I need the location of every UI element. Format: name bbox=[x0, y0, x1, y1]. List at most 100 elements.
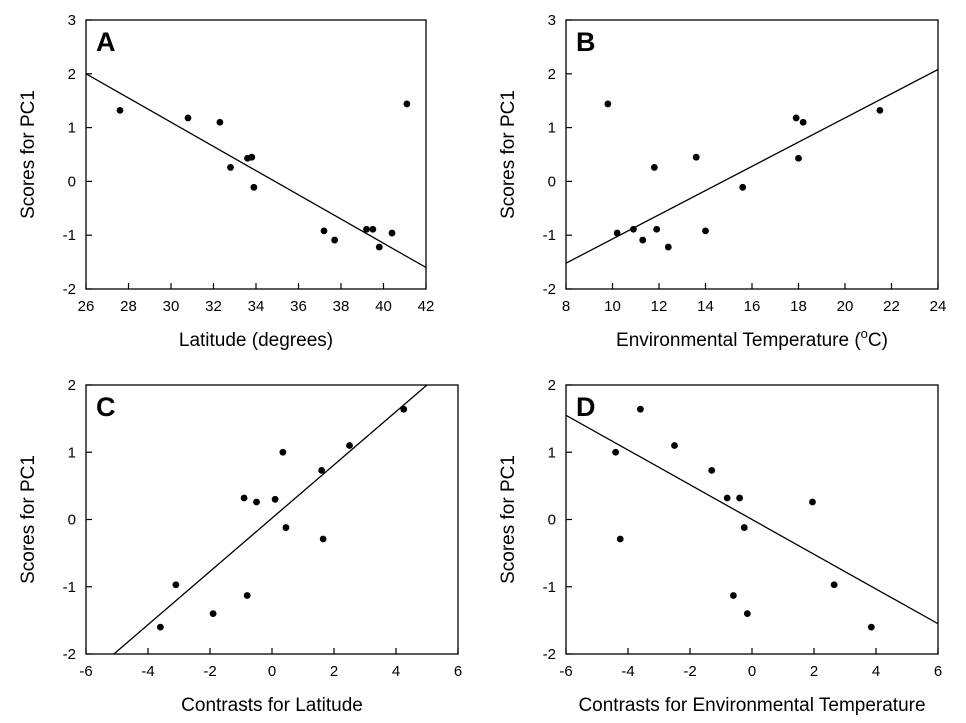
y-tick-label: -2 bbox=[543, 281, 556, 298]
x-axis-label-text: Latitude (degrees) bbox=[179, 330, 333, 351]
data-point bbox=[730, 592, 737, 599]
data-point bbox=[650, 164, 658, 171]
x-tick-label: 6 bbox=[934, 663, 942, 680]
x-tick-label: 22 bbox=[883, 298, 900, 315]
x-tick-label: -4 bbox=[621, 663, 634, 680]
panel-letter: C bbox=[96, 392, 116, 422]
data-point bbox=[403, 100, 411, 108]
data-point bbox=[630, 225, 637, 233]
panel-letter: B bbox=[576, 27, 596, 57]
x-tick-label: 28 bbox=[120, 298, 137, 315]
panel-b: 8 10 12 14 16 18 20 22 24-2-10123BEnvironmental … bbox=[498, 12, 946, 351]
data-point bbox=[671, 442, 678, 449]
data-point bbox=[604, 100, 612, 108]
y-tick-label: 3 bbox=[548, 12, 556, 29]
x-axis-label-suffix: C) bbox=[868, 330, 888, 351]
data-point bbox=[613, 229, 621, 237]
y-tick-label: 0 bbox=[548, 512, 556, 529]
y-tick-label: 1 bbox=[548, 120, 556, 137]
x-tick-label: 24 bbox=[930, 298, 947, 315]
data-point bbox=[639, 236, 647, 244]
y-axis-label: Scores for PC1 bbox=[498, 90, 519, 219]
x-tick-label: 30 bbox=[163, 298, 180, 315]
data-point bbox=[184, 114, 192, 122]
x-tick-label: 4 bbox=[872, 663, 880, 680]
x-tick-label: 4 bbox=[392, 663, 400, 680]
y-tick-label: 0 bbox=[548, 173, 556, 190]
y-tick-label: -1 bbox=[543, 579, 556, 596]
regression-line bbox=[566, 414, 938, 625]
x-tick-label: 34 bbox=[248, 298, 265, 315]
y-tick-label: -1 bbox=[63, 579, 76, 596]
data-point bbox=[243, 592, 251, 599]
y-axis-label: Scores for PC1 bbox=[18, 455, 39, 584]
data-point bbox=[227, 164, 234, 171]
data-point bbox=[318, 467, 325, 474]
x-tick-label: 2 bbox=[330, 663, 338, 680]
data-point bbox=[320, 227, 328, 235]
data-point bbox=[612, 448, 619, 456]
data-point bbox=[157, 623, 164, 631]
plot-frame bbox=[85, 384, 459, 655]
y-tick-label: 0 bbox=[68, 173, 76, 190]
data-point bbox=[116, 106, 124, 114]
x-axis-label: Contrasts for Environmental Temperature bbox=[578, 695, 925, 716]
y-tick-label: 2 bbox=[548, 66, 556, 83]
panel-letter: A bbox=[96, 27, 116, 57]
y-tick-label: -1 bbox=[63, 227, 76, 244]
x-tick-label: -6 bbox=[559, 663, 572, 680]
y-tick-label: 2 bbox=[68, 377, 76, 394]
x-tick-label: 10 bbox=[604, 298, 621, 315]
x-tick-label: 20 bbox=[837, 298, 854, 315]
x-tick-label: 0 bbox=[268, 663, 276, 680]
y-tick-label: -2 bbox=[63, 281, 76, 298]
panel-d: -6 -4 -2 0 2 4 6 -2 -1 0 1 2 D Contrasts for Environm… bbox=[498, 377, 942, 716]
x-axis-label-text: Environmental Temperature ( bbox=[616, 330, 861, 351]
data-point bbox=[346, 442, 353, 449]
data-point bbox=[792, 114, 800, 122]
y-tick-label: 1 bbox=[68, 444, 76, 461]
x-tick-label: -2 bbox=[683, 663, 696, 680]
plot-area bbox=[86, 73, 426, 269]
data-point bbox=[216, 118, 224, 126]
data-point bbox=[740, 524, 748, 531]
panel-c: -6 -4 -2 0 2 4 6 -2 -1 0 1 2 C Contrasts for Latitude… bbox=[18, 377, 462, 716]
data-point bbox=[271, 495, 279, 503]
data-point bbox=[637, 405, 644, 413]
data-point bbox=[799, 118, 807, 126]
x-axis-label-text: Contrasts for Environmental Temperature bbox=[578, 695, 925, 716]
x-tick-label: 42 bbox=[418, 298, 435, 315]
plot-area bbox=[566, 405, 938, 631]
x-tick-label: 12 bbox=[651, 298, 668, 315]
data-point bbox=[363, 225, 370, 233]
x-tick-label: 38 bbox=[333, 298, 350, 315]
x-tick-label: 16 bbox=[744, 298, 761, 315]
x-tick-label: 6 bbox=[454, 663, 462, 680]
data-point bbox=[172, 581, 180, 589]
regression-line bbox=[113, 385, 428, 654]
regression-line bbox=[86, 73, 426, 269]
x-tick-label: -4 bbox=[141, 663, 154, 680]
x-axis-label: Environmental Temperature (oC) bbox=[616, 326, 888, 351]
y-tick-label: -2 bbox=[63, 646, 76, 663]
data-point bbox=[616, 535, 624, 543]
x-tick-label: 0 bbox=[748, 663, 756, 680]
data-point bbox=[253, 498, 260, 506]
x-tick-label: 2 bbox=[810, 663, 818, 680]
data-point bbox=[250, 183, 258, 191]
y-tick-label: 2 bbox=[548, 377, 556, 394]
data-point bbox=[739, 183, 747, 191]
panel-letter: D bbox=[576, 392, 596, 422]
data-point bbox=[708, 467, 716, 474]
data-point bbox=[743, 610, 751, 618]
data-point bbox=[867, 623, 875, 631]
plot-frame bbox=[565, 19, 939, 290]
data-point bbox=[331, 236, 339, 244]
data-point bbox=[795, 154, 802, 162]
data-point bbox=[240, 494, 248, 502]
y-tick-label: -2 bbox=[543, 646, 556, 663]
data-point bbox=[692, 153, 700, 161]
x-axis-label-superscript: o bbox=[861, 326, 868, 341]
data-point bbox=[664, 243, 672, 251]
